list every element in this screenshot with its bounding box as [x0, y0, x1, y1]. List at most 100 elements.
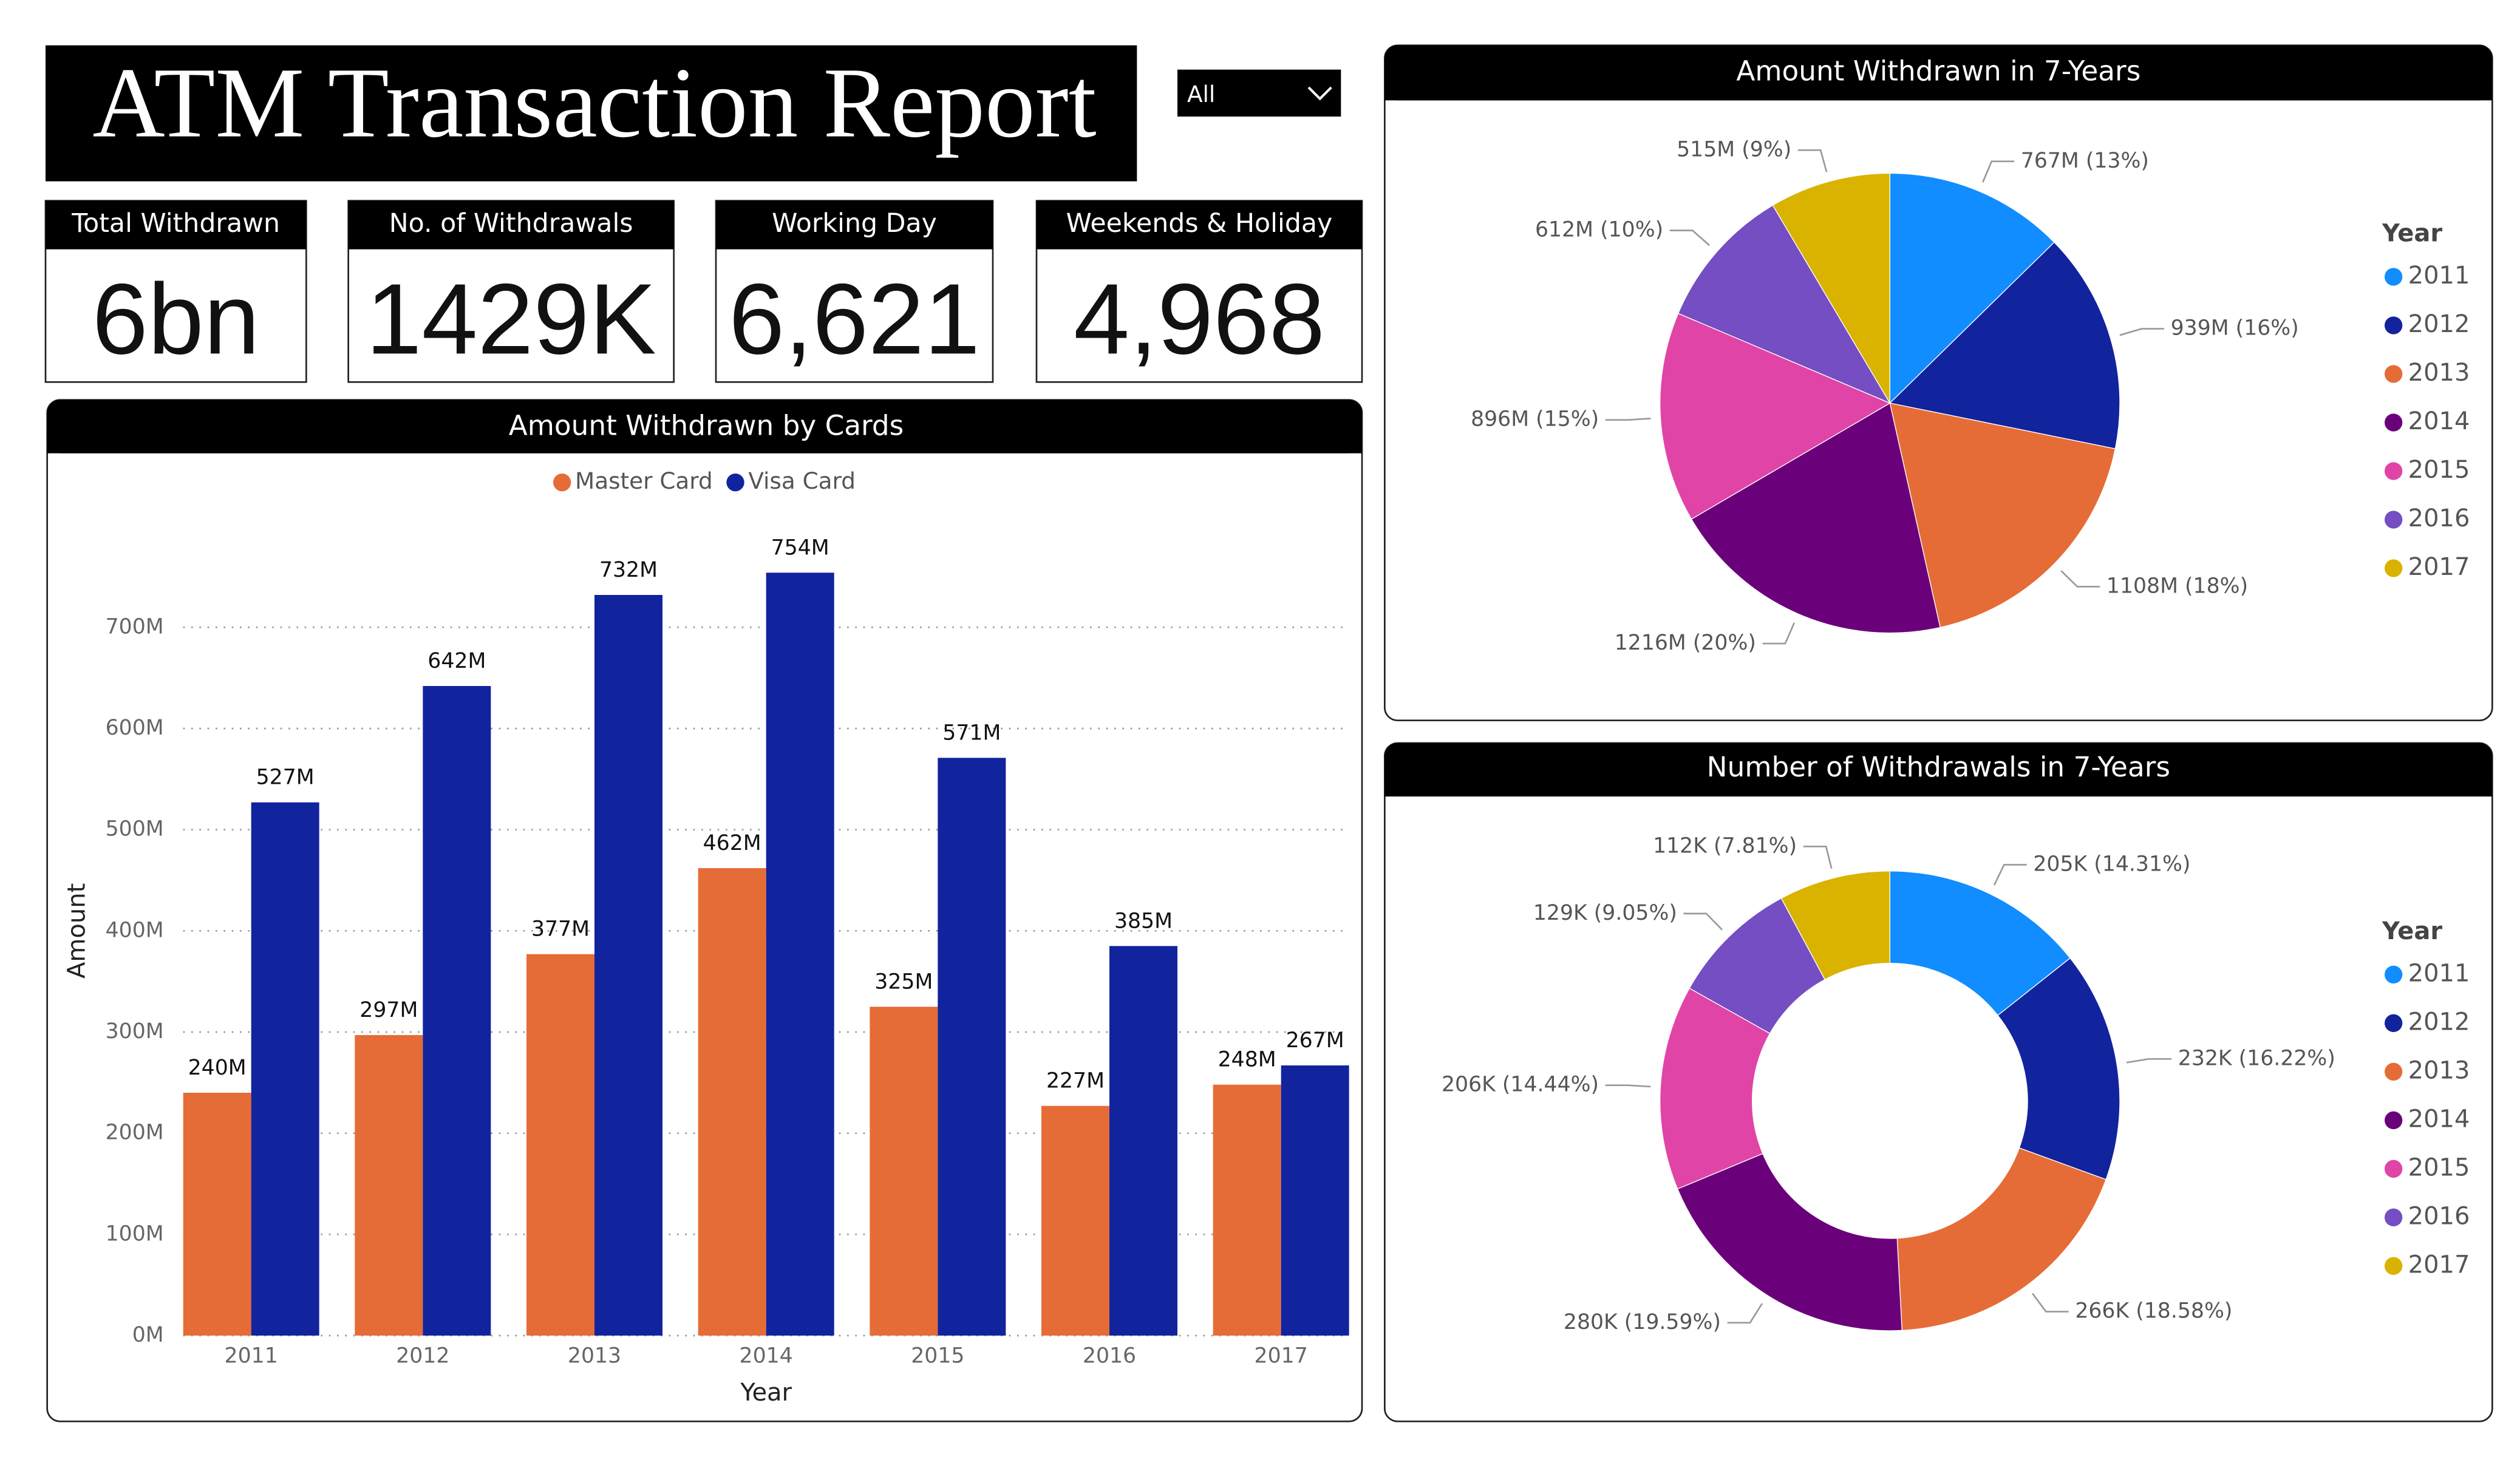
kpi-label: Weekends & Holiday [1066, 208, 1333, 239]
bar [1109, 946, 1177, 1336]
slice [1691, 402, 1941, 634]
legend-marker [2385, 1208, 2403, 1226]
legend-label: 2015 [2408, 456, 2470, 484]
bar [251, 802, 319, 1336]
legend-marker [2385, 1111, 2403, 1129]
x-tick-label: 2013 [568, 1344, 621, 1368]
data-label: 280K (19.59%) [1564, 1310, 1721, 1334]
chevron[interactable] [1307, 86, 1332, 101]
legend-label: 2017 [2408, 1251, 2470, 1279]
y-tick-label: 100M [106, 1221, 164, 1246]
legend-marker [2385, 413, 2403, 432]
legend-marker [2385, 1257, 2403, 1275]
x-axis-title: Year [740, 1379, 792, 1407]
slice [1889, 172, 2055, 404]
kpi-value: 6,621 [729, 263, 980, 375]
data-label: 896M (15%) [1471, 407, 1599, 432]
y-axis-title: Amount [63, 883, 90, 979]
bar [355, 1035, 423, 1336]
kpi-value: 1429K [366, 263, 656, 375]
kpi-label: Working Day [772, 208, 937, 239]
panel-header [1384, 74, 2493, 101]
chart-title: Amount Withdrawn in 7-Years [1736, 55, 2140, 87]
bar [1213, 1084, 1281, 1336]
legend-label: 2014 [2408, 407, 2470, 435]
filter-dropdown[interactable]: All [1177, 69, 1341, 117]
legend-label: Visa Card [748, 467, 856, 494]
legend-label: 2014 [2408, 1105, 2470, 1133]
leader-line [1803, 846, 1833, 869]
y-tick-label: 200M [106, 1121, 164, 1145]
bar [938, 758, 1006, 1336]
legend-label: Master Card [575, 467, 713, 494]
legend-label: 2013 [2408, 1056, 2470, 1084]
leader-line [1605, 1084, 1651, 1088]
legend-marker [2385, 559, 2403, 577]
data-label: 377M [531, 917, 590, 942]
data-label: 266K (18.58%) [2075, 1299, 2232, 1323]
legend-marker [2385, 268, 2403, 286]
bar [1281, 1065, 1349, 1336]
panel-header [47, 429, 1362, 453]
data-label: 248M [1218, 1048, 1276, 1072]
data-label: 939M (16%) [2171, 316, 2299, 341]
slice [1997, 957, 2120, 1180]
data-label: 527M [256, 766, 315, 790]
leader-line [1762, 622, 1796, 645]
data-label: 240M [188, 1056, 247, 1080]
kpi-label: Total Withdrawn [71, 208, 280, 239]
legend-marker [2385, 511, 2403, 529]
data-label: 571M [942, 721, 1001, 745]
data-label: 515M (9%) [1677, 137, 1791, 161]
y-tick-label: 500M [106, 817, 164, 841]
slice [1677, 1153, 1902, 1331]
data-label: 1108M (18%) [2106, 574, 2248, 598]
y-tick-label: 0M [132, 1323, 164, 1347]
data-label: 297M [359, 998, 418, 1022]
data-label: 767M (13%) [2021, 149, 2149, 173]
data-label: 325M [874, 970, 933, 994]
legend-label: 2011 [2408, 959, 2470, 987]
bar [423, 686, 491, 1336]
leader-line [1982, 160, 2015, 183]
bar [1041, 1105, 1109, 1336]
legend-marker [2385, 316, 2403, 335]
legend-label: 2015 [2408, 1153, 2470, 1181]
y-tick-label: 400M [106, 918, 164, 942]
kpi-header [1037, 200, 1362, 250]
slice [1780, 870, 1890, 980]
data-label: 642M [427, 649, 486, 673]
chart-title: Number of Withdrawals in 7-Years [1707, 751, 2170, 783]
kpi-label: No. of Withdrawals [389, 208, 633, 239]
bar [594, 595, 662, 1336]
legend-marker [726, 474, 744, 492]
bar [526, 954, 594, 1336]
kpi-header [716, 200, 993, 250]
bar [766, 572, 834, 1336]
panel-header [1384, 770, 2493, 796]
x-tick-label: 2014 [740, 1344, 793, 1368]
slice [1772, 172, 1890, 405]
data-label: 129K (9.05%) [1533, 901, 1677, 925]
leader-line [2032, 1292, 2069, 1313]
slice [1677, 205, 1891, 404]
data-label: 232K (16.22%) [2178, 1046, 2335, 1070]
y-tick-label: 600M [106, 716, 164, 740]
slice [1888, 242, 2120, 450]
data-label: 227M [1046, 1069, 1105, 1093]
data-label: 267M [1286, 1028, 1344, 1053]
legend-label: 2011 [2408, 262, 2470, 290]
leader-line [1669, 229, 1711, 246]
leader-line [2126, 1058, 2172, 1064]
bar [183, 1093, 251, 1336]
slice [1896, 1147, 2106, 1331]
legend-title: Year [2382, 917, 2442, 945]
bar [698, 868, 766, 1336]
data-label: 732M [599, 558, 658, 582]
dropdown-value[interactable]: All [1187, 81, 1215, 107]
data-label: 112K (7.81%) [1653, 834, 1797, 858]
title-box [46, 45, 1137, 182]
legend-marker [2385, 965, 2403, 983]
legend-label: 2016 [2408, 1202, 2470, 1230]
